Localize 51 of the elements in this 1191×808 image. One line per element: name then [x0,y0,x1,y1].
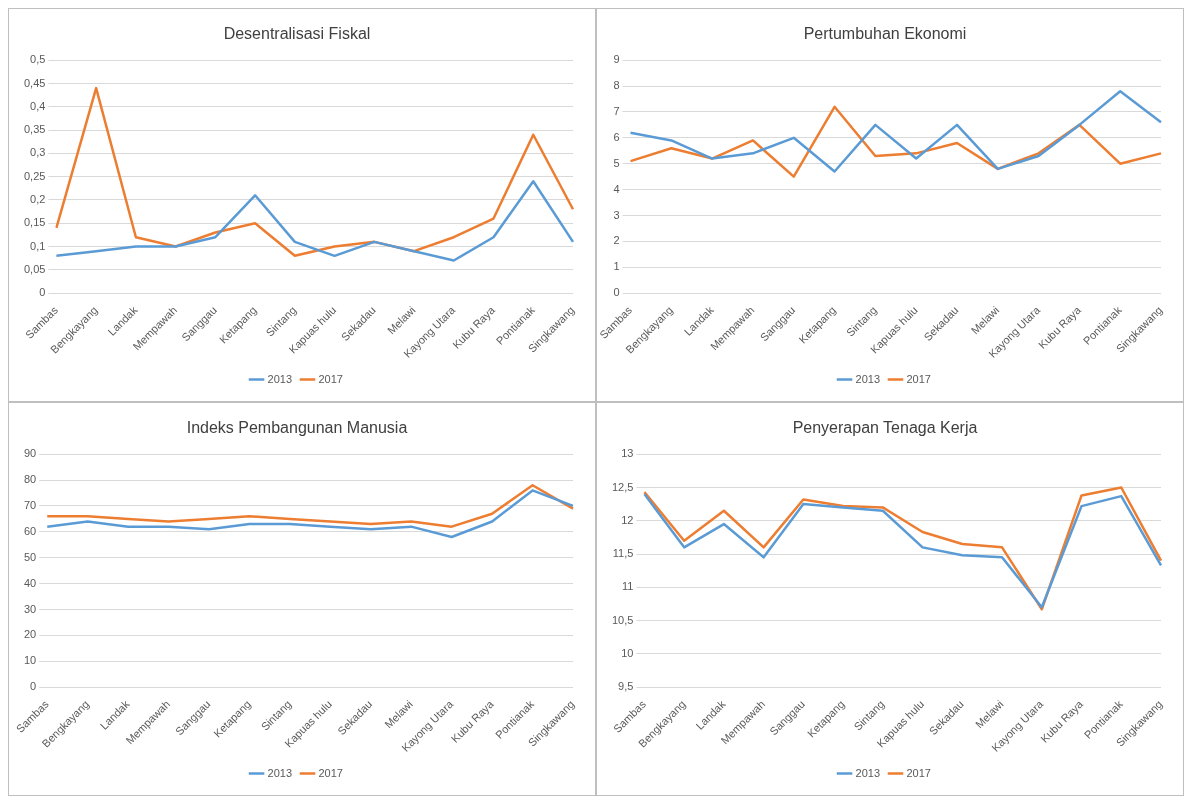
y-tick-label: 0,4 [30,99,46,112]
y-tick-label: 9 [613,53,620,66]
y-tick-label: 13 [621,447,634,460]
legend-label: 2017 [906,372,931,385]
y-tick-label: 2 [613,234,620,247]
legend-label: 2013 [855,766,881,779]
y-tick-label: 7 [613,104,620,117]
y-tick-label: 0,15 [23,216,46,229]
legend-label: 2013 [855,372,881,385]
chart-title: Pertumbuhan Ekonomi [803,25,967,43]
legend-label: 2013 [267,766,293,779]
y-tick-label: 50 [23,550,37,563]
y-tick-label: 10,5 [611,613,634,626]
y-tick-label: 0,35 [23,123,46,136]
y-tick-label: 1 [613,260,620,273]
y-tick-label: 8 [613,79,620,92]
y-tick-label: 0 [613,286,620,299]
chart-title: Indeks Pembangunan Manusia [186,419,408,437]
y-tick-label: 11 [621,580,634,593]
y-tick-label: 0,2 [30,192,46,205]
y-tick-label: 3 [613,208,620,221]
y-tick-label: 0,05 [23,262,46,275]
y-tick-label: 0 [39,286,46,299]
y-tick-label: 0,3 [30,146,46,159]
y-tick-label: 6 [613,130,620,143]
y-tick-label: 12 [621,513,634,526]
y-tick-label: 60 [23,524,37,537]
y-tick-label: 0,5 [30,53,46,66]
legend-label: 2017 [318,372,343,385]
y-tick-label: 11,5 [612,547,634,560]
y-tick-label: 20 [23,628,37,641]
legend-label: 2017 [906,766,931,779]
chart-title: Desentralisasi Fiskal [223,25,371,43]
y-tick-label: 80 [23,473,37,486]
y-tick-label: 9,5 [618,680,634,693]
chart-title: Penyerapan Tenaga Kerja [792,419,978,437]
y-tick-label: 12,5 [611,480,634,493]
y-tick-label: 5 [613,156,620,169]
y-tick-label: 0,25 [23,169,46,182]
y-tick-label: 70 [23,498,37,511]
y-tick-label: 4 [613,182,620,195]
y-tick-label: 0,1 [30,239,46,252]
y-tick-label: 10 [621,646,634,659]
legend-label: 2017 [318,766,343,779]
legend-label: 2013 [267,372,293,385]
y-tick-label: 0 [30,680,37,693]
y-tick-label: 0,45 [23,76,46,89]
y-tick-label: 40 [23,576,37,589]
y-tick-label: 10 [23,654,37,667]
y-tick-label: 90 [23,447,37,460]
y-tick-label: 30 [23,602,37,615]
